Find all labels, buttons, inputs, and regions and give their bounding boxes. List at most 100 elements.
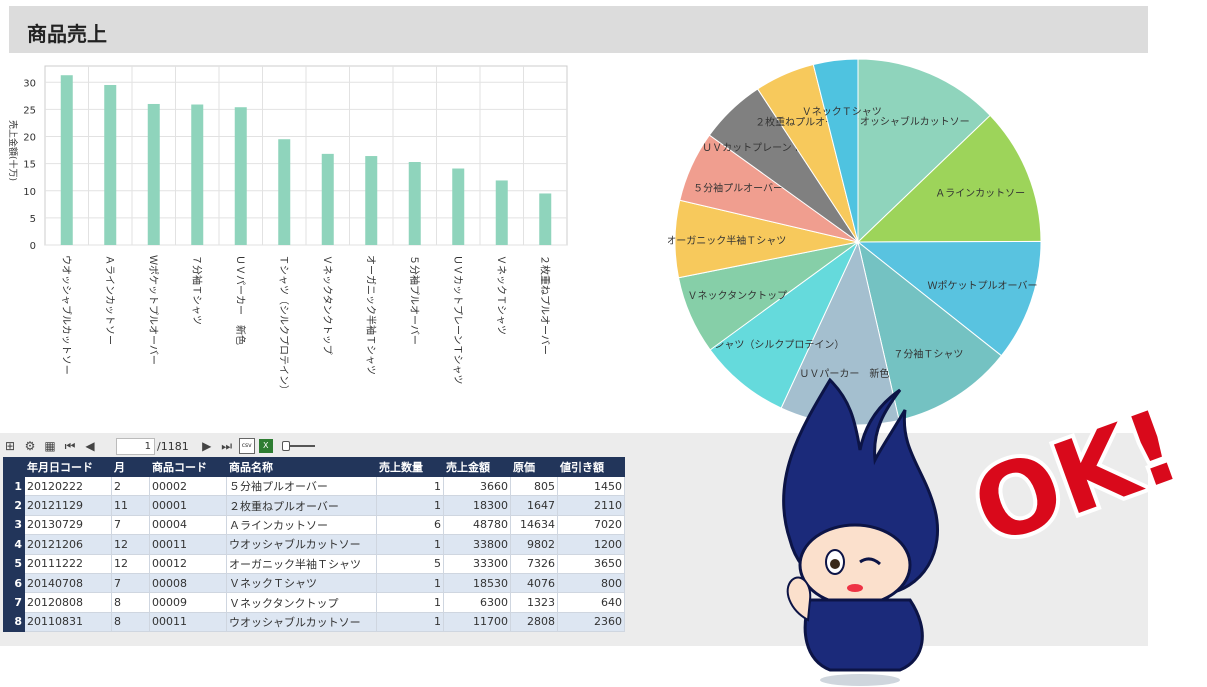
table-cell-name[interactable]: ＶネックＴシャツ [226,572,377,594]
table-cell-date[interactable]: 20121129 [24,495,112,516]
table-cell-date[interactable]: 20110831 [24,611,112,633]
table-cell-amount[interactable]: 11700 [443,611,511,633]
table-cell-code[interactable]: 00011 [149,611,227,633]
row-number: 6 [3,572,25,594]
zoom-slider[interactable] [281,441,315,451]
column-header[interactable]: 値引き額 [557,457,625,477]
table-cell-discount[interactable]: 7020 [557,514,625,536]
table-cell-qty[interactable]: 1 [376,592,444,613]
table-cell-month[interactable]: 7 [111,514,150,536]
table-cell-name[interactable]: ウオッシャブルカットソー [226,534,377,555]
table-row[interactable]: 6 20140708 7 00008 ＶネックＴシャツ 1 18530 4076 800 [3,572,625,594]
table-cell-date[interactable]: 20121206 [24,534,112,555]
table-row[interactable]: 4 20121206 12 00011 ウオッシャブルカットソー 1 33800 9802 12… [3,534,625,555]
table-cell-cost[interactable]: 14634 [510,514,558,536]
table-cell-name[interactable]: ５分袖プルオーバー [226,475,377,497]
table-cell-amount[interactable]: 48780 [443,514,511,536]
column-header[interactable]: 売上数量 [376,457,444,477]
table-row[interactable]: 5 20111222 12 00012 オーガニック半袖Ｔシャツ 5 33300 7326 36… [3,553,625,574]
excel-export-icon[interactable]: X [258,439,273,453]
gear-icon[interactable]: ⚙ [24,439,36,453]
table-cell-discount[interactable]: 640 [557,592,625,613]
filter-icon[interactable]: ⊞ [4,439,16,453]
table-cell-amount[interactable]: 18300 [443,495,511,516]
page-number-input[interactable]: 1 [116,437,155,455]
table-cell-cost[interactable]: 805 [510,475,558,497]
table-cell-discount[interactable]: 800 [557,572,625,594]
table-cell-cost[interactable]: 4076 [510,572,558,594]
table-row[interactable]: 1 20120222 2 00002 ５分袖プルオーバー 1 3660 805 1450 [3,475,625,497]
table-row[interactable]: 7 20120808 8 00009 Ｖネックタンクトップ 1 6300 1323 640 [3,592,625,613]
table-cell-code[interactable]: 00001 [149,495,227,516]
table-cell-cost[interactable]: 1647 [510,495,558,516]
table-cell-cost[interactable]: 9802 [510,534,558,555]
table-cell-amount[interactable]: 6300 [443,592,511,613]
table-cell-name[interactable]: Ｖネックタンクトップ [226,592,377,613]
prev-page-icon[interactable]: ◀ [85,439,95,453]
table-cell-code[interactable]: 00004 [149,514,227,536]
table-cell-name[interactable]: ２枚重ねプルオーバー [226,495,377,516]
pie-label: Ａラインカットソー [935,188,1025,200]
column-header[interactable]: 年月日コード [24,457,112,477]
table-cell-amount[interactable]: 18530 [443,572,511,594]
y-tick-label: 5 [30,214,36,225]
table-cell-month[interactable]: 8 [111,611,150,633]
table-cell-name[interactable]: オーガニック半袖Ｔシャツ [226,553,377,574]
table-cell-month[interactable]: 2 [111,475,150,497]
table-cell-month[interactable]: 7 [111,572,150,594]
table-cell-month[interactable]: 12 [111,553,150,574]
table-cell-qty[interactable]: 1 [376,534,444,555]
pie-slice [856,114,1042,243]
table-cell-qty[interactable]: 1 [376,611,444,633]
y-tick-label: 30 [23,78,36,89]
table-cell-code[interactable]: 00012 [149,553,227,574]
table-cell-code[interactable]: 00002 [149,475,227,497]
table-cell-discount[interactable]: 3650 [557,553,625,574]
column-header[interactable]: 商品コード [149,457,227,477]
table-row[interactable]: 3 20130729 7 00004 Ａラインカットソー 6 48780 14634 7020 [3,514,625,536]
table-cell-name[interactable]: ウオッシャブルカットソー [226,611,377,633]
table-cell-qty[interactable]: 6 [376,514,444,536]
y-axis-label: 売上金額(十万) [7,120,19,181]
last-page-icon[interactable]: ⏭ [221,439,233,453]
table-cell-date[interactable]: 20111222 [24,553,112,574]
column-header[interactable]: 原価 [510,457,558,477]
first-page-icon[interactable]: ⏮ [64,439,76,453]
table-cell-qty[interactable]: 1 [376,495,444,516]
table-cell-month[interactable]: 11 [111,495,150,516]
table-cell-amount[interactable]: 33800 [443,534,511,555]
calendar-icon[interactable]: ▦ [44,439,56,453]
column-header[interactable]: 売上金額 [443,457,511,477]
x-tick-label: ＵＶパーカー 新色 [234,255,247,345]
table-cell-date[interactable]: 20120222 [24,475,112,497]
column-header[interactable]: 月 [111,457,150,477]
pie-label: オーガニック半袖Ｔシャツ [668,234,786,247]
zoom-slider-knob[interactable] [281,441,290,451]
table-cell-discount[interactable]: 2110 [557,495,625,516]
table-cell-cost[interactable]: 1323 [510,592,558,613]
table-cell-code[interactable]: 00011 [149,534,227,555]
table-cell-name[interactable]: Ａラインカットソー [226,514,377,536]
table-cell-month[interactable]: 12 [111,534,150,555]
table-cell-amount[interactable]: 3660 [443,475,511,497]
table-cell-amount[interactable]: 33300 [443,553,511,574]
column-header[interactable]: 商品名称 [226,457,377,477]
table-cell-discount[interactable]: 1450 [557,475,625,497]
table-cell-date[interactable]: 20120808 [24,592,112,613]
table-row[interactable]: 8 20110831 8 00011 ウオッシャブルカットソー 1 11700 2808 236… [3,611,625,633]
table-cell-code[interactable]: 00008 [149,572,227,594]
table-cell-qty[interactable]: 1 [376,572,444,594]
table-cell-cost[interactable]: 7326 [510,553,558,574]
table-row[interactable]: 2 20121129 11 00001 ２枚重ねプルオーバー 1 18300 1647 2110 [3,495,625,516]
csv-export-icon[interactable]: csv [238,438,255,454]
table-cell-date[interactable]: 20130729 [24,514,112,536]
table-cell-qty[interactable]: 1 [376,475,444,497]
table-cell-discount[interactable]: 2360 [557,611,625,633]
table-cell-code[interactable]: 00009 [149,592,227,613]
table-cell-discount[interactable]: 1200 [557,534,625,555]
table-cell-date[interactable]: 20140708 [24,572,112,594]
table-cell-qty[interactable]: 5 [376,553,444,574]
table-cell-month[interactable]: 8 [111,592,150,613]
next-page-icon[interactable]: ▶ [202,439,212,453]
table-cell-cost[interactable]: 2808 [510,611,558,633]
